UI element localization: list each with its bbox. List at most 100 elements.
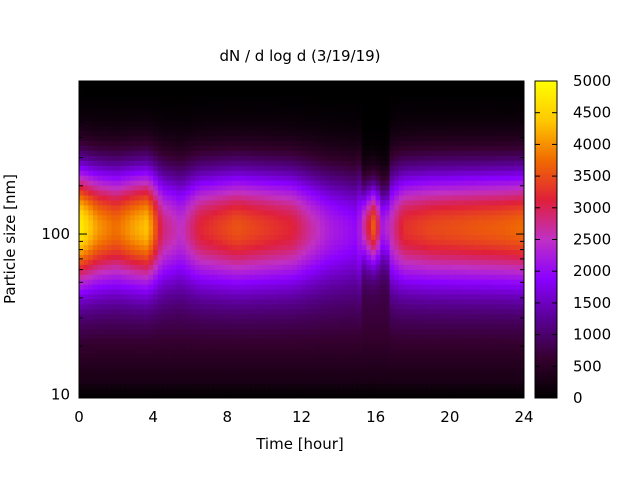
heatmap-cell [199, 130, 205, 137]
heatmap-cell [157, 353, 164, 359]
heatmap-cell [185, 165, 191, 171]
heatmap-cell [134, 204, 140, 211]
heatmap-cell [264, 170, 270, 176]
heatmap-cell [264, 130, 270, 137]
heatmap-cell [167, 90, 173, 97]
heatmap-cell [204, 308, 210, 315]
heatmap-cell [176, 293, 182, 300]
heatmap-cell [282, 363, 289, 369]
heatmap-cell [426, 378, 432, 384]
heatmap-cell [222, 249, 228, 255]
heatmap-cell [92, 264, 99, 270]
heatmap-cell [185, 373, 191, 379]
heatmap-cell [352, 249, 358, 255]
heatmap-cell [431, 323, 437, 330]
heatmap-cell [134, 338, 140, 345]
heatmap-cell [320, 140, 326, 146]
heatmap-cell [111, 378, 117, 384]
heatmap-cell [236, 224, 242, 231]
heatmap-cell [333, 298, 340, 305]
heatmap-cell [116, 388, 122, 394]
heatmap-cell [180, 199, 187, 206]
heatmap-cell [296, 90, 303, 97]
heatmap-cell [190, 81, 196, 87]
heatmap-cell [162, 120, 168, 127]
heatmap-cell [102, 358, 108, 364]
heatmap-cell [357, 323, 363, 330]
heatmap-cell [208, 214, 215, 221]
heatmap-cell [403, 115, 409, 122]
heatmap-cell [361, 338, 367, 345]
heatmap-cell [264, 81, 270, 87]
heatmap-cell [380, 100, 386, 107]
heatmap-cell [361, 145, 367, 151]
heatmap-cell [273, 313, 279, 320]
heatmap-cell [180, 229, 187, 236]
heatmap-cell [176, 125, 182, 132]
heatmap-cell [273, 204, 279, 211]
heatmap-cell [171, 358, 177, 364]
heatmap-cell [408, 224, 414, 231]
heatmap-cell [134, 120, 140, 127]
heatmap-cell [250, 135, 256, 142]
heatmap-cell [389, 259, 395, 265]
heatmap-cell [222, 284, 228, 290]
heatmap-cell [371, 214, 377, 221]
heatmap-cell [366, 224, 372, 231]
heatmap-cell [329, 358, 335, 364]
heatmap-cell [204, 373, 210, 379]
heatmap-cell [227, 378, 233, 384]
heatmap-cell [426, 298, 432, 305]
heatmap-cell [185, 358, 191, 364]
heatmap-cell [102, 289, 108, 295]
heatmap-cell [88, 214, 94, 221]
heatmap-cell [231, 170, 238, 176]
heatmap-cell [403, 100, 409, 107]
heatmap-cell [306, 338, 312, 345]
heatmap-cell [273, 328, 279, 335]
heatmap-cell [338, 130, 344, 137]
heatmap-cell [422, 229, 428, 236]
heatmap-cell [417, 199, 423, 206]
heatmap-cell [329, 318, 335, 325]
heatmap-cell [97, 279, 103, 285]
heatmap-cell [227, 254, 233, 260]
heatmap-cell [171, 175, 177, 181]
heatmap-cell [361, 209, 367, 216]
heatmap-cell [120, 155, 126, 161]
heatmap-cell [431, 125, 437, 132]
heatmap-cell [366, 303, 372, 310]
heatmap-cell [408, 333, 414, 340]
heatmap-cell [282, 140, 289, 146]
heatmap-cell [88, 289, 94, 295]
heatmap-cell [264, 175, 270, 181]
heatmap-cell [422, 175, 428, 181]
heatmap-cell [120, 145, 126, 151]
heatmap-cell [380, 165, 386, 171]
heatmap-cell [222, 333, 228, 340]
heatmap-cell [153, 368, 159, 374]
heatmap-cell [241, 274, 247, 280]
heatmap-cell [190, 303, 196, 310]
heatmap-cell [139, 90, 145, 97]
heatmap-cell [92, 303, 99, 310]
heatmap-cell [111, 189, 117, 196]
heatmap-cell [97, 81, 103, 87]
heatmap-cell [157, 318, 164, 325]
heatmap-cell [375, 284, 381, 290]
heatmap-cell [102, 274, 108, 280]
heatmap-cell [435, 393, 442, 398]
heatmap-cell [320, 373, 326, 379]
heatmap-cell [296, 194, 303, 201]
heatmap-cell [269, 368, 275, 374]
heatmap-cell [236, 170, 242, 176]
heatmap-cell [431, 313, 437, 320]
heatmap-cell [352, 199, 358, 206]
heatmap-cell [431, 189, 437, 196]
heatmap-cell [320, 199, 326, 206]
heatmap-cell [208, 110, 215, 117]
heatmap-cell [398, 393, 405, 398]
heatmap-cell [264, 388, 270, 394]
heatmap-cell [92, 284, 99, 290]
heatmap-cell [213, 155, 219, 161]
